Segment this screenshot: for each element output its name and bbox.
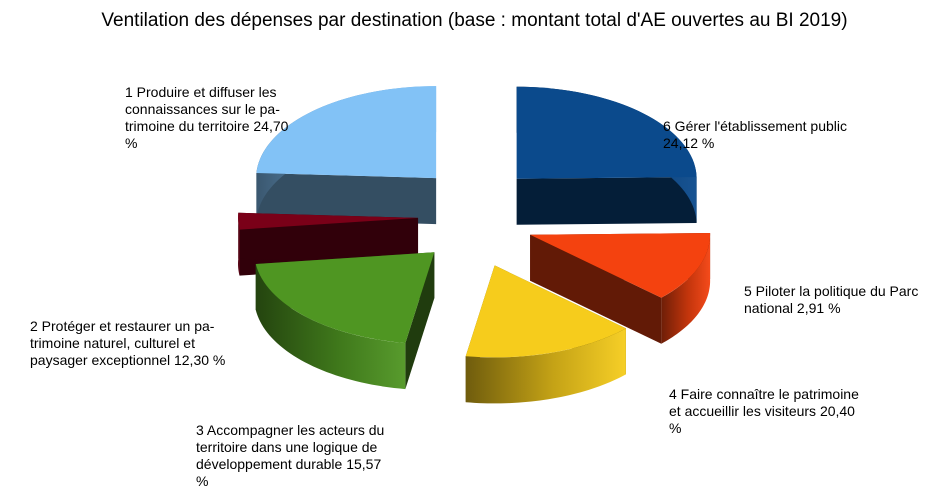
pie-slice-2-side bbox=[661, 233, 711, 344]
pie-slice-1-top bbox=[516, 86, 697, 179]
pie-slice-5-top bbox=[238, 212, 419, 230]
pie-slice-2-wall-2 bbox=[530, 234, 662, 344]
pie-slice-3-top bbox=[465, 265, 626, 358]
pie-slice-6-wall-1 bbox=[256, 172, 437, 225]
pie-slice-4-top bbox=[255, 252, 435, 344]
slice-label-3: 3 Accompagner les acteurs du territoire … bbox=[196, 422, 385, 489]
pie-slice-2 bbox=[530, 233, 711, 344]
pie-slice-4 bbox=[255, 252, 435, 390]
pie-slice-1-wall-2 bbox=[516, 177, 697, 225]
pie-slice-5-side bbox=[238, 212, 240, 276]
pie-slice-3-side bbox=[465, 328, 626, 404]
slice-label-2: 2 Protéger et restaurer un pa- trimoine … bbox=[30, 318, 226, 368]
pie-slice-5 bbox=[238, 212, 419, 276]
chart-title: Ventilation des dépenses par destination… bbox=[101, 10, 848, 31]
pie-slice-2-top bbox=[530, 233, 711, 298]
pie-slice-4-side bbox=[255, 263, 406, 390]
pie-slice-6-top bbox=[256, 86, 437, 179]
slice-label-1: 1 Produire et diffuser les connaissances… bbox=[125, 84, 289, 151]
slice-label-5: 5 Piloter la politique du Parc national … bbox=[744, 283, 919, 316]
pie-slice-6 bbox=[256, 86, 437, 225]
slice-label-4: 4 Faire connaître le patrimoine et accue… bbox=[669, 386, 859, 436]
pie-slice-3 bbox=[465, 265, 626, 404]
slice-label-6: 6 Gérer l'établissement public 24,12 % bbox=[663, 118, 847, 151]
pie-slice-1 bbox=[516, 86, 697, 225]
